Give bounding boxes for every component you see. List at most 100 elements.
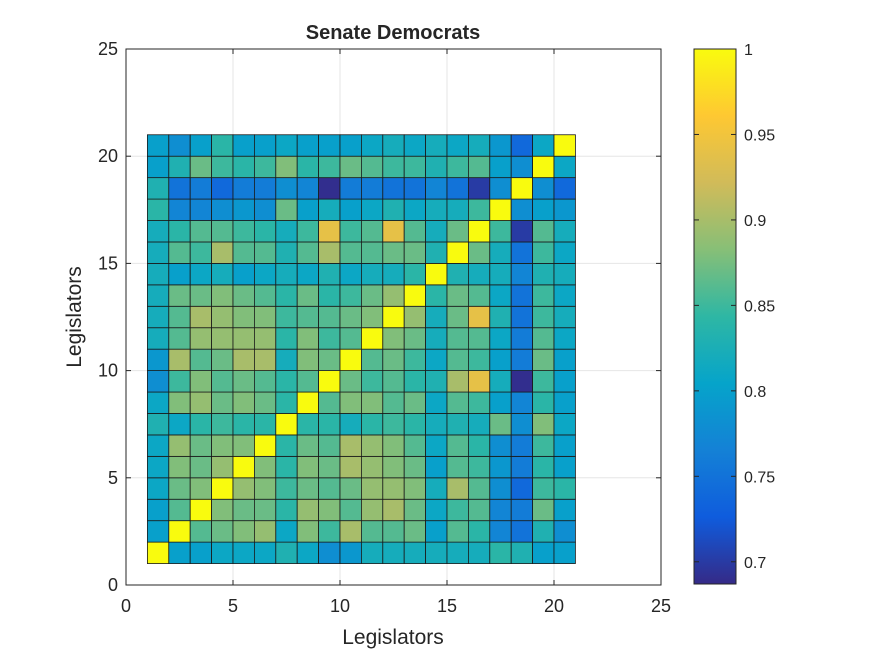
heatmap-cell [532,155,555,179]
heatmap-cell [446,327,469,350]
heatmap-cell [489,177,512,200]
heatmap-cell [403,198,427,221]
heatmap-cell [211,391,234,414]
heatmap-cell [168,455,191,479]
heatmap-cell [189,327,212,350]
heatmap-cell [211,370,234,393]
axes-box [125,48,662,586]
heatmap-cell [211,434,234,457]
heatmap-cell [446,177,469,200]
heatmap-cell [318,520,341,543]
heatmap-cell [425,284,448,307]
heatmap-cell [275,498,298,522]
heatmap-cell [360,155,384,179]
heatmap-cell [489,262,512,286]
colorbar-tick-label: 0.8 [744,384,766,401]
heatmap-cell [532,541,555,564]
heatmap-cell [403,284,427,307]
heatmap-cell [253,455,277,479]
heatmap-cell [168,177,191,200]
heatmap-cell [275,220,298,243]
heatmap-cell [467,241,491,264]
heatmap-cell [296,134,320,157]
heatmap-cell [360,391,384,414]
heatmap-cell [489,198,512,221]
heatmap-cell [253,155,277,179]
heatmap-cell [211,284,234,307]
heatmap-cell [553,327,576,350]
heatmap-cell [168,262,191,286]
heatmap-cell [532,262,555,286]
heatmap-cell [425,177,448,200]
heatmap-cell [296,241,320,264]
heatmap-cell [510,134,534,157]
heatmap-cell [532,284,555,307]
heatmap-cell [382,134,405,157]
heatmap-cell [403,541,427,564]
heatmap-cell [296,348,320,372]
heatmap-cell [275,477,298,500]
heatmap-cell [232,370,255,393]
heatmap-cell [382,434,405,457]
heatmap-cell [318,455,341,479]
heatmap-cell [532,198,555,221]
heatmap-cell [275,413,298,436]
heatmap-cell [425,520,448,543]
heatmap-cell [489,498,512,522]
heatmap-cell [168,327,191,350]
heatmap-cell [211,327,234,350]
colorbar-tick-label: 0.9 [744,213,766,230]
y-tick-label: 20 [98,146,118,166]
heatmap-cell [382,198,405,221]
heatmap-cell [553,370,576,393]
heatmap-cell [211,198,234,221]
heatmap-cell [403,455,427,479]
heatmap-cell [446,370,469,393]
heatmap-cell [553,477,576,500]
heatmap-cell [232,541,255,564]
heatmap-cell [146,155,170,179]
heatmap-cell [168,434,191,457]
heatmap-cell [318,305,341,329]
heatmap-cell [467,134,491,157]
heatmap-cell [146,370,170,393]
heatmap-cell [360,370,384,393]
heatmap-cell [146,198,170,221]
heatmap-cell [467,198,491,221]
heatmap-cell [403,434,427,457]
heatmap-cell [446,520,469,543]
heatmap-cell [382,477,405,500]
heatmap-cell [146,455,170,479]
heatmap-cell [446,241,469,264]
heatmap-cell [382,177,405,200]
heatmap-cell [360,520,384,543]
heatmap-cell [467,370,491,393]
heatmap-cell [253,370,277,393]
heatmap-cell [339,498,362,522]
heatmap-cell [146,434,170,457]
heatmap-cell [553,541,576,564]
heatmap-cell [296,327,320,350]
colorbar-tick-label: 1 [744,42,753,59]
heatmap-cell [189,434,212,457]
colorbar-gradient [693,48,737,585]
heatmap-cell [189,455,212,479]
heatmap-cell [318,155,341,179]
heatmap-cell [253,541,277,564]
heatmap-cell [232,391,255,414]
heatmap-cell [318,498,341,522]
heatmap-cell [510,327,534,350]
heatmap-cell [168,477,191,500]
heatmap-cell [382,305,405,329]
heatmap-cell [253,434,277,457]
heatmap-cell [146,134,170,157]
heatmap-cell [553,434,576,457]
heatmap-cell [211,155,234,179]
heatmap-cell [339,134,362,157]
heatmap-cell [382,284,405,307]
heatmap-cell [189,155,212,179]
heatmap-cell [403,520,427,543]
heatmap-cell [232,220,255,243]
heatmap-cell [403,220,427,243]
heatmap-cell [189,220,212,243]
